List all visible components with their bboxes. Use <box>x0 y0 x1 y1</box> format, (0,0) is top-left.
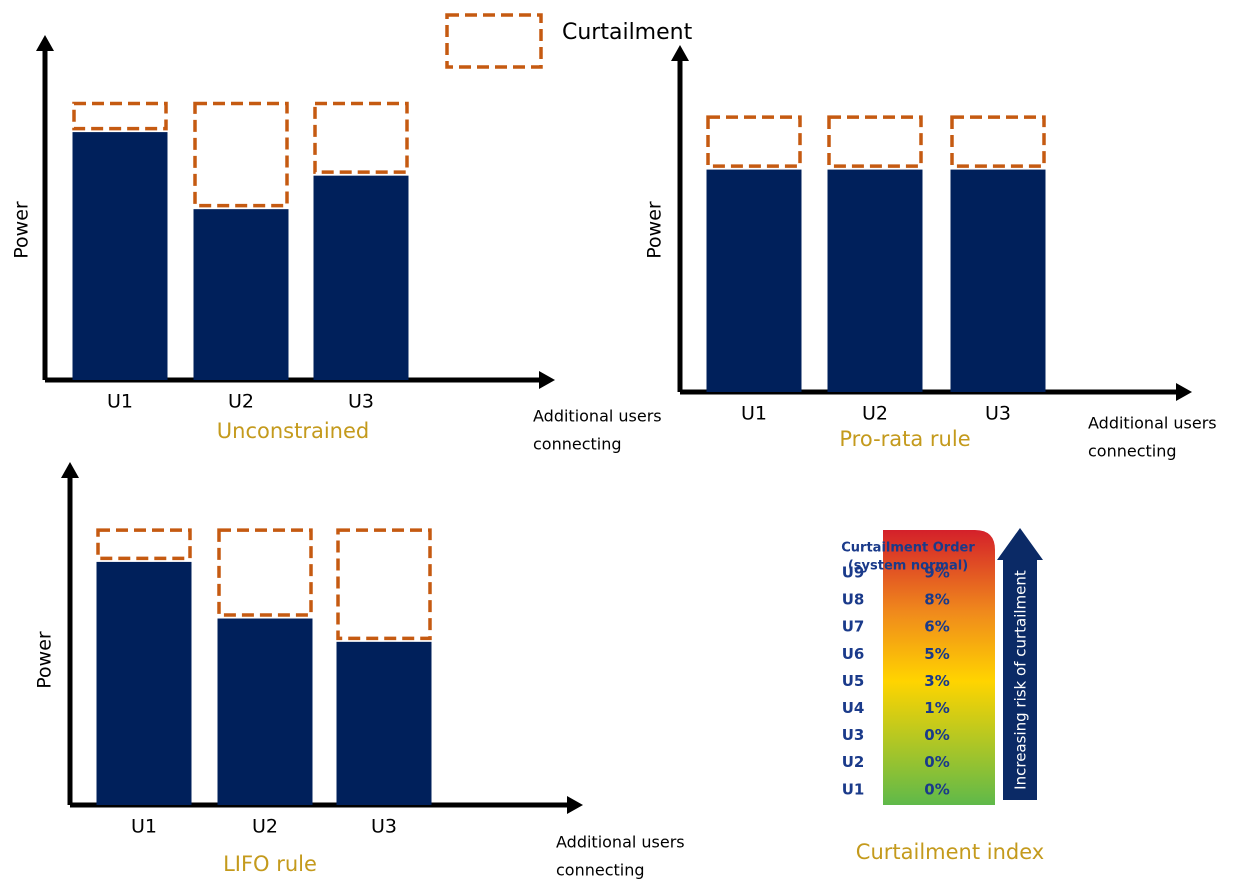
x-arrowhead <box>567 796 583 814</box>
heat-scale <box>883 530 995 805</box>
row-user: U3 <box>842 726 865 744</box>
row-value: 3% <box>924 672 949 690</box>
curtailment-box <box>313 101 409 174</box>
x-tick-label: U1 <box>131 816 157 838</box>
row-user: U4 <box>842 699 865 717</box>
y-arrowhead <box>671 45 689 61</box>
row-value: 1% <box>924 699 949 717</box>
bar <box>706 169 802 392</box>
row-user: U9 <box>842 564 865 582</box>
bar <box>336 641 432 805</box>
x-tick-label: U3 <box>371 816 397 838</box>
curtailment-box <box>217 528 313 617</box>
y-axis-label: Power <box>34 631 56 689</box>
index-caption: Curtailment index <box>856 840 1044 864</box>
legend-label: Curtailment <box>562 20 693 45</box>
y-arrowhead <box>61 462 79 478</box>
bar <box>72 132 168 380</box>
row-value: 0% <box>924 780 949 798</box>
legend-swatch <box>445 13 543 69</box>
x-tick-label: U2 <box>252 816 278 838</box>
curtailment-index: Increasing risk of curtailment Curtailme… <box>841 528 1044 864</box>
row-value: 9% <box>924 564 949 582</box>
x-tick-label: U3 <box>348 391 374 413</box>
chart-caption: LIFO rule <box>223 852 317 876</box>
chart-caption: Pro-rata rule <box>839 427 970 451</box>
risk-arrow <box>997 528 1043 800</box>
x-tick-label: U3 <box>985 403 1011 425</box>
bar <box>950 169 1046 392</box>
x-axis-label: Additional users <box>533 407 662 426</box>
chart-caption: Unconstrained <box>217 419 369 443</box>
row-value: 0% <box>924 726 949 744</box>
row-value: 6% <box>924 618 949 636</box>
curtailment-box <box>193 101 289 208</box>
x-axis-label: connecting <box>556 861 645 880</box>
row-user: U2 <box>842 753 865 771</box>
bar <box>827 169 923 392</box>
row-value: 8% <box>924 591 949 609</box>
curtailment-box <box>706 115 802 168</box>
bar <box>217 618 313 805</box>
y-arrowhead <box>36 35 54 51</box>
row-user: U5 <box>842 672 865 690</box>
curtailment-box <box>336 528 432 641</box>
index-title: Curtailment Order <box>841 541 975 556</box>
x-arrowhead <box>1176 383 1192 401</box>
arrow-label: Increasing risk of curtailment <box>1012 570 1030 790</box>
row-value: 5% <box>924 645 949 663</box>
x-axis-label: connecting <box>1088 442 1177 461</box>
row-value: 0% <box>924 753 949 771</box>
x-axis-label: Additional users <box>556 833 685 852</box>
curtailment-box <box>96 528 192 561</box>
x-tick-label: U1 <box>107 391 133 413</box>
curtailment-box <box>72 101 168 131</box>
x-axis-label: connecting <box>533 435 622 454</box>
x-tick-label: U1 <box>741 403 767 425</box>
x-tick-label: U2 <box>228 391 254 413</box>
x-axis-label: Additional users <box>1088 414 1217 433</box>
y-axis-label: Power <box>11 201 33 259</box>
y-axis-label: Power <box>644 201 666 259</box>
index-title: (system normal) <box>848 559 968 574</box>
bar <box>96 561 192 805</box>
row-user: U7 <box>842 618 865 636</box>
bar <box>313 175 409 380</box>
row-user: U6 <box>842 645 865 663</box>
curtailment-box <box>950 115 1046 168</box>
bar <box>193 209 289 380</box>
curtailment-box <box>827 115 923 168</box>
x-tick-label: U2 <box>862 403 888 425</box>
row-user: U1 <box>842 780 865 798</box>
x-arrowhead <box>539 371 555 389</box>
row-user: U8 <box>842 591 865 609</box>
